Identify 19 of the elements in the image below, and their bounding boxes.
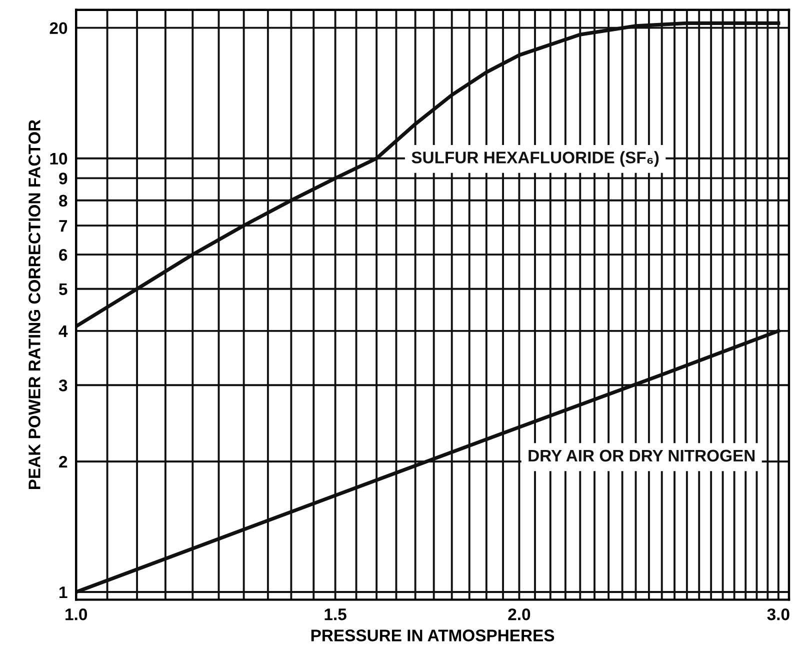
- x-tick-label: 2.0: [508, 608, 530, 620]
- y-tick-label: 9: [59, 172, 68, 184]
- y-tick-label: 7: [59, 220, 68, 232]
- x-tick-label: 1.0: [66, 608, 87, 620]
- y-tick-label: 2: [59, 456, 68, 468]
- y-tick-label: 6: [59, 248, 68, 261]
- x-tick-label: 1.5: [324, 608, 346, 620]
- x-axis-title: PRESSURE IN ATMOSPHERES: [311, 630, 554, 642]
- y-tick-label: 3: [58, 380, 68, 392]
- y-tick-label: 1: [60, 586, 68, 598]
- y-axis-title: PEAK POWER RATING CORRECTION FACTOR: [28, 120, 40, 490]
- y-tick-label: 10: [50, 152, 68, 165]
- y-tick-label: 20: [50, 22, 68, 34]
- series-label: DRY AIR OR DRY NITROGEN: [528, 450, 755, 462]
- y-tick-label: 8: [59, 194, 68, 207]
- series-label: SULFUR HEXAFLUORIDE (SF₆): [412, 151, 659, 167]
- x-tick-label: 3.0: [767, 608, 790, 620]
- y-tick-label: 4: [58, 326, 68, 337]
- y-tick-label: 5: [59, 283, 68, 296]
